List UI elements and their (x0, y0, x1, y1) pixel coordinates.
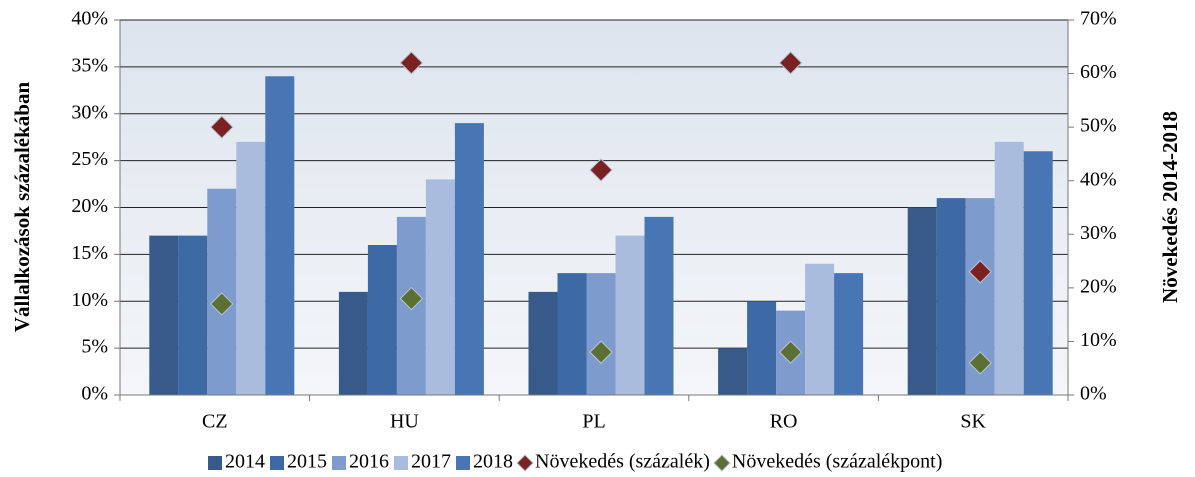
legend-label: 2015 (287, 451, 327, 473)
bar (994, 141, 1024, 395)
legend-swatch (394, 456, 408, 470)
x-tick-label: PL (582, 411, 605, 433)
y2-tick-label: 60% (1080, 61, 1117, 83)
bar (834, 273, 864, 395)
y-tick-label: 15% (71, 242, 108, 264)
y2-tick-label: 30% (1080, 222, 1117, 244)
marker (589, 158, 613, 182)
bar (718, 348, 748, 395)
x-tick-label: RO (770, 411, 798, 433)
legend-label: Növekedés (százalékpont) (732, 451, 942, 473)
bar (747, 301, 777, 395)
y2-tick-label: 20% (1080, 275, 1117, 297)
y-tick-label: 10% (71, 289, 108, 311)
marker (210, 115, 234, 139)
bar (149, 235, 179, 395)
legend-label: 2016 (349, 451, 389, 473)
legend-label: 2017 (411, 451, 451, 473)
bar (338, 291, 368, 395)
marker (589, 340, 613, 364)
bar (586, 273, 616, 395)
legend-swatch (516, 454, 534, 472)
y-tick-label: 30% (71, 101, 108, 123)
bar (178, 235, 208, 395)
bar (265, 76, 295, 395)
bar (936, 198, 966, 395)
legend-swatch (270, 456, 284, 470)
y-tick-label: 35% (71, 54, 108, 76)
x-tick-label: CZ (202, 411, 228, 433)
y-tick-label: 20% (71, 195, 108, 217)
bar (207, 188, 237, 395)
bar (907, 207, 937, 395)
y2-axis-title: Növekedés 2014-2018 (1158, 111, 1182, 303)
y2-tick-label: 0% (1080, 383, 1107, 405)
bar (615, 235, 645, 395)
bar (528, 291, 558, 395)
marker (968, 351, 992, 375)
legend-swatch (208, 456, 222, 470)
y-tick-label: 0% (81, 383, 108, 405)
x-tick-label: SK (960, 411, 986, 433)
y-tick-label: 40% (71, 8, 108, 30)
bar (805, 263, 835, 395)
marker (968, 260, 992, 284)
bar (454, 123, 484, 395)
y2-tick-label: 50% (1080, 115, 1117, 137)
legend-label: 2018 (473, 451, 513, 473)
bar (425, 179, 455, 395)
y-tick-label: 25% (71, 148, 108, 170)
legend-swatch (332, 456, 346, 470)
marker (210, 292, 234, 316)
marker (399, 286, 424, 311)
legend-label: Növekedés (százalék) (535, 451, 710, 473)
marker (399, 51, 424, 75)
y2-tick-label: 40% (1080, 168, 1117, 190)
bar (236, 141, 266, 395)
x-tick-label: HU (390, 411, 419, 433)
marker (778, 51, 803, 75)
bar (644, 216, 674, 395)
y2-tick-label: 10% (1080, 329, 1117, 351)
y-tick-label: 5% (81, 336, 108, 358)
marker (778, 340, 803, 364)
legend-swatch (456, 456, 470, 470)
bar (557, 273, 587, 395)
legend-label: 2014 (225, 451, 265, 473)
y-axis-title: Vállalkozások százalékában (10, 82, 34, 333)
legend-swatch (713, 454, 731, 472)
bar (367, 245, 397, 395)
y2-tick-label: 70% (1080, 8, 1117, 30)
bar (1023, 151, 1053, 395)
